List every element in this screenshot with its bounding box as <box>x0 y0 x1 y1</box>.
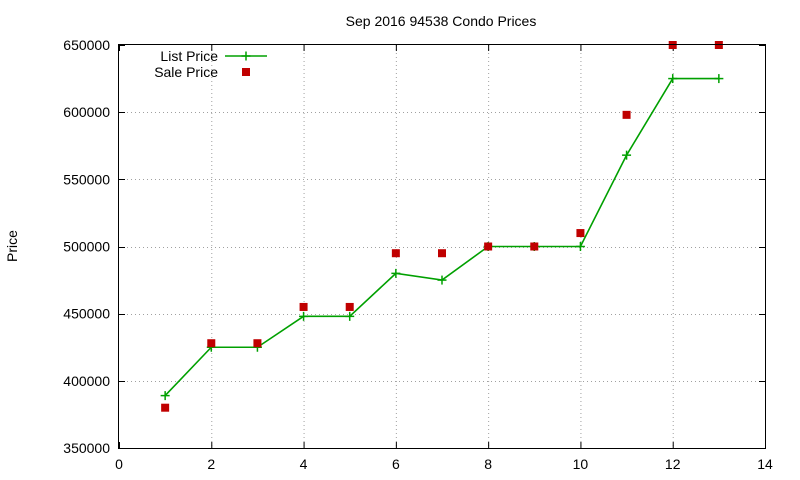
x-tick-label: 14 <box>757 456 773 472</box>
data-point <box>484 242 493 251</box>
data-point <box>668 74 678 84</box>
y-tick-label: 650000 <box>63 37 110 53</box>
data-point <box>391 268 401 278</box>
data-point <box>299 302 308 311</box>
x-tick-label: 4 <box>300 456 308 472</box>
series-line <box>164 77 719 397</box>
data-point <box>438 249 446 258</box>
chart-title: Sep 2016 94538 Condo Prices <box>346 13 537 29</box>
x-tick-label: 10 <box>573 456 589 472</box>
legend-marker <box>241 51 251 61</box>
data-point <box>622 150 632 160</box>
data-point <box>530 242 539 251</box>
tick-labels: 0 2 4 6 8 10 12 14 350000 400000 450000 500000 55000… <box>63 37 773 472</box>
axis-ticks <box>119 45 766 449</box>
x-tick-label: 6 <box>392 456 400 472</box>
legend-label: List Price <box>160 48 218 64</box>
data-point <box>391 249 400 258</box>
legend-label: Sale Price <box>154 64 218 80</box>
x-tick-label: 2 <box>207 456 215 472</box>
data-point <box>576 229 585 238</box>
y-tick-label: 450000 <box>63 306 110 322</box>
data-point <box>253 339 262 348</box>
grid <box>119 45 765 448</box>
x-tick-label: 12 <box>665 456 681 472</box>
y-axis-label: Price <box>4 230 20 262</box>
data-point <box>345 302 354 311</box>
x-tick-label: 0 <box>115 456 123 472</box>
y-tick-label: 350000 <box>63 440 110 456</box>
y-tick-label: 600000 <box>63 104 110 120</box>
data-point <box>161 403 170 412</box>
data-point <box>437 275 447 285</box>
series-0 <box>160 74 724 401</box>
data-point <box>160 391 170 401</box>
series-1 <box>161 41 723 412</box>
plot-frame <box>118 44 766 449</box>
y-tick-label: 400000 <box>63 373 110 389</box>
x-tick-label: 8 <box>484 456 492 472</box>
y-tick-label: 550000 <box>63 171 110 187</box>
y-tick-label: 500000 <box>63 239 110 255</box>
data-point <box>575 242 585 251</box>
data-point <box>299 311 309 321</box>
legend-marker <box>242 68 250 76</box>
data-point <box>207 339 216 348</box>
data-point <box>345 311 355 321</box>
series-layer <box>160 41 724 412</box>
data-point <box>714 74 724 84</box>
data-point <box>622 110 631 119</box>
